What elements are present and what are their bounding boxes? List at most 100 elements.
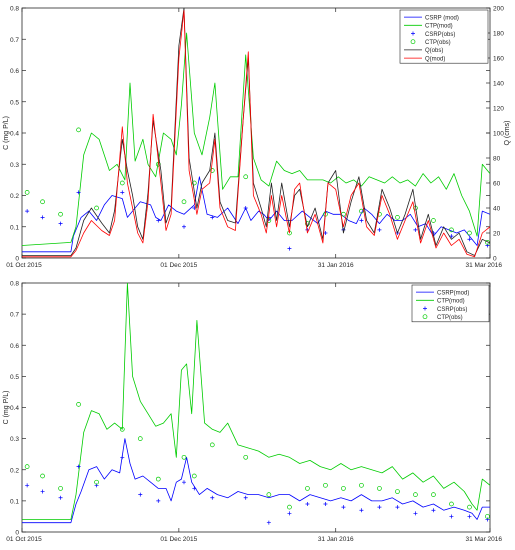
legend-swatch [422, 314, 428, 320]
data-point-csrp-obs [58, 221, 63, 226]
data-point-ctp-obs [243, 454, 249, 460]
data-point-ctp-obs [377, 486, 382, 491]
data-point-ctp-obs [119, 426, 125, 432]
data-point-ctp-obs [243, 174, 249, 180]
x-tick-label: 01 Dec 2015 [160, 536, 197, 543]
data-point-csrp-obs [467, 237, 472, 242]
data-point-ctp-obs [58, 486, 63, 491]
data-point-ctp-obs [181, 454, 187, 460]
data-point-csrp-obs [120, 190, 125, 195]
data-point-ctp-obs [58, 211, 63, 217]
data-point-csrp-obs [58, 495, 63, 500]
data-point-ctp-obs [76, 402, 81, 407]
y-tick-label: 0.2 [10, 467, 19, 474]
y2-tick-label: 20 [493, 231, 501, 238]
data-point-csrp-obs [243, 206, 248, 210]
legend-swatch [423, 306, 427, 311]
y2-tick-label: 0 [493, 256, 497, 263]
data-point-ctp-obs [395, 489, 400, 494]
y-tick-label: 0.5 [10, 374, 19, 381]
series-line-ctp-mod- [22, 32, 490, 246]
y-tick-label: 0 [15, 530, 19, 537]
x-tick-label: 31 Mar 2016 [466, 536, 503, 543]
data-point-ctp-obs [449, 227, 454, 233]
data-point-csrp-obs [182, 480, 186, 485]
y-tick-label: 0.6 [10, 343, 19, 350]
y2-tick-label: 100 [493, 131, 504, 138]
legend-label: CSRP(obs) [425, 32, 455, 38]
data-point-ctp-obs [76, 127, 81, 133]
data-point-ctp-obs [137, 436, 143, 441]
data-point-ctp-obs [191, 473, 197, 479]
y2-tick-label: 140 [493, 81, 504, 88]
data-point-csrp-obs [467, 514, 472, 519]
data-point-csrp-obs [413, 227, 418, 232]
data-point-csrp-obs [76, 190, 81, 195]
data-point-ctp-obs [323, 482, 328, 488]
data-point-ctp-obs [24, 464, 30, 469]
legend-box [399, 9, 489, 64]
top-chart-panel: 0 0.1 0.2 0.3 0.4 0.5 0.6 0.7 0.8 C (mg P/L) 0 20 40… [3, 6, 511, 270]
data-point-ctp-obs [209, 442, 215, 448]
data-point-csrp-obs [359, 508, 364, 513]
y2-tick-label: 160 [493, 56, 504, 63]
data-point-csrp-obs [431, 508, 436, 513]
y-tick-label: 0.1 [10, 224, 19, 231]
data-point-ctp-obs [395, 215, 400, 220]
data-point-csrp-obs [25, 209, 30, 214]
data-point-csrp-obs [377, 505, 382, 510]
legend-label: Q(obs) [425, 48, 443, 54]
legend-label: CTP(obs) [437, 315, 463, 321]
legend-label: CTP(mod) [425, 24, 453, 30]
y2-tick-label: 80 [493, 156, 501, 163]
data-point-ctp-obs [119, 180, 125, 186]
legend-label: CTP(mod) [437, 299, 465, 305]
y-tick-label: 0.7 [10, 312, 19, 319]
data-point-csrp-obs [156, 498, 161, 503]
x-tick-label: 31 Mar 2016 [466, 262, 503, 269]
data-point-ctp-obs [155, 476, 161, 482]
data-point-csrp-obs [266, 520, 271, 525]
y2-tick-label: 200 [493, 6, 504, 13]
x-tick-label: 01 Oct 2015 [6, 262, 42, 269]
data-point-csrp-obs [138, 492, 143, 497]
data-point-ctp-obs [209, 168, 215, 173]
data-point-csrp-obs [192, 486, 197, 491]
data-point-csrp-obs [287, 246, 292, 251]
series-layer [22, 283, 490, 525]
x-tick-label: 01 Oct 2015 [6, 536, 42, 543]
bottom-chart-panel: 0 0.1 0.2 0.3 0.4 0.5 0.6 0.7 0.8 C (mg P/L) 01 Oc… [3, 281, 502, 544]
data-point-ctp-obs [467, 230, 472, 236]
legend-label: CTP(obs) [425, 40, 451, 46]
data-point-ctp-obs [24, 190, 30, 195]
y-tick-label: 0.6 [10, 68, 19, 75]
y-tick-label: 0.3 [10, 436, 19, 443]
y-tick-label: 0.8 [10, 281, 19, 288]
data-point-ctp-obs [431, 492, 436, 497]
legend: CSRP(mod) CTP(mod) CSRP(obs) CTP(obs) [411, 284, 490, 323]
data-point-csrp-obs [323, 501, 328, 506]
legend-label: CSRP (mod) [425, 15, 459, 21]
legend-box [411, 284, 490, 323]
data-point-csrp-obs [182, 224, 186, 229]
data-point-ctp-obs [359, 482, 364, 488]
legend-swatch [410, 39, 416, 45]
series-layer [22, 8, 490, 258]
series-line-csrp-mod- [22, 176, 490, 253]
y2-tick-label: 120 [493, 106, 504, 113]
y-tick-label: 0.8 [10, 6, 19, 13]
series-line-q-obs- [22, 8, 490, 256]
y-tick-label: 0.1 [10, 498, 19, 505]
x-tick-label: 01 Dec 2015 [160, 262, 197, 269]
data-point-csrp-obs [305, 501, 310, 506]
y-tick-label: 0.5 [10, 99, 19, 106]
data-point-csrp-obs [120, 455, 125, 460]
series-line-ctp-mod- [22, 283, 490, 520]
data-point-ctp-obs [341, 486, 346, 491]
y-tick-label: 0.3 [10, 162, 19, 169]
data-point-csrp-obs [156, 218, 161, 223]
legend-label: CSRP(mod) [437, 290, 469, 296]
data-point-ctp-obs [485, 514, 490, 519]
data-point-ctp-obs [359, 208, 364, 214]
